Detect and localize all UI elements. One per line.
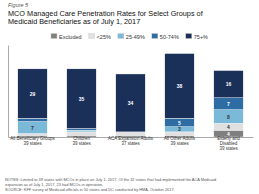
x-tick-label: Children39 states — [72, 136, 91, 146]
bar-segment — [214, 110, 243, 124]
legend-item: 25-49% — [118, 34, 145, 40]
bar-segment — [67, 69, 96, 129]
x-tick: Elderly andDisabled39 states — [217, 136, 240, 151]
bar-segment — [67, 128, 96, 130]
data-labels: 44738572935343816 — [30, 81, 232, 136]
data-label: 7 — [227, 101, 230, 107]
bar-segment — [165, 127, 194, 132]
x-tick-label: All Other Adults39 states — [164, 136, 196, 146]
x-tick-label: ACA Expansion Adults37 states — [108, 136, 154, 146]
legend: Excluded <25% 25-49% 50-74% 75+% — [51, 34, 208, 40]
data-label: 7 — [31, 125, 34, 131]
bar-segment — [18, 122, 47, 134]
bar-segment — [214, 71, 243, 98]
legend-label: 50-74% — [160, 34, 179, 40]
data-label: 38 — [177, 83, 183, 89]
legend-swatch — [118, 34, 124, 39]
data-label: 5 — [178, 120, 181, 126]
x-axis: All Beneficiary Groups39 states Children3… — [9, 136, 254, 151]
subtitle: Figure 5 — [8, 2, 29, 8]
y-axis — [8, 46, 9, 138]
bar-segment — [214, 123, 243, 130]
chart-svg: Figure 5MCO Managed Care Penetration Rat… — [0, 0, 259, 194]
x-tick-label-line: 37 states — [121, 141, 140, 146]
legend-swatch — [152, 34, 158, 39]
legend-label: <25% — [97, 34, 111, 40]
bar-segment — [214, 98, 243, 110]
x-tick: Children39 states — [72, 136, 91, 146]
bar-segment — [18, 118, 47, 121]
bars — [18, 54, 243, 137]
title-line: Medicaid Beneficiaries as of July 1, 201… — [8, 17, 140, 26]
x-tick-label-line: 39 states — [170, 141, 189, 146]
legend-swatch — [186, 34, 192, 39]
y-axis-line — [8, 46, 9, 138]
bar-segment — [116, 74, 145, 132]
series — [18, 54, 243, 132]
legend-item: Excluded — [51, 34, 82, 40]
data-label: 16 — [226, 81, 232, 87]
data-label: 4 — [227, 124, 230, 130]
x-tick-label: All Beneficiary Groups39 states — [10, 136, 55, 146]
legend-item: 50-74% — [152, 34, 179, 40]
legend-label: 75+% — [194, 34, 208, 40]
legend-item: <25% — [89, 34, 111, 40]
data-label: 35 — [79, 96, 85, 102]
legend-swatch — [89, 34, 95, 39]
x-tick-label-line: 39 states — [72, 141, 91, 146]
annotation-line: SOURCE: KFF survey of Medicaid officials… — [5, 187, 175, 192]
x-tick-label: Elderly andDisabled39 states — [217, 136, 240, 151]
bar-segment — [165, 54, 194, 119]
x-tick-label-line: 39 states — [219, 146, 238, 151]
x-tick: All Beneficiary Groups39 states — [10, 136, 55, 146]
bar-segment — [18, 69, 47, 118]
bar-segment — [116, 132, 145, 135]
x-tick-label-line: 39 states — [23, 141, 42, 146]
chart-container: Figure 5MCO Managed Care Penetration Rat… — [0, 0, 259, 194]
data-label: 3 — [178, 126, 181, 132]
legend-label: Excluded — [59, 34, 82, 40]
data-label: 34 — [128, 100, 134, 106]
bar-segment — [165, 132, 194, 135]
annotation: NOTES: Limited to 39 states with MCOs in… — [5, 177, 216, 192]
bar-segment — [67, 132, 96, 135]
legend-item: 75+% — [186, 34, 208, 40]
bar-segment — [165, 118, 194, 127]
legend-label: 25-49% — [126, 34, 145, 40]
data-label: 8 — [227, 114, 230, 120]
bar-segment — [67, 130, 96, 132]
x-tick: ACA Expansion Adults37 states — [108, 136, 154, 146]
legend-swatch — [51, 34, 57, 39]
x-tick: All Other Adults39 states — [164, 136, 196, 146]
data-label: 29 — [30, 91, 36, 97]
title: MCO Managed Care Penetration Rates for S… — [8, 9, 204, 26]
